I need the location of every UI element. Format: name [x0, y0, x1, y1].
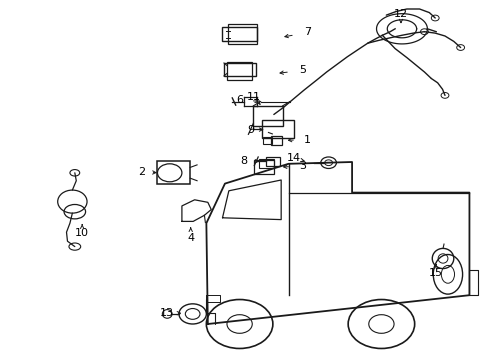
- Bar: [227, 62, 251, 80]
- Bar: [265, 157, 280, 166]
- Bar: [223, 63, 255, 76]
- Text: 5: 5: [299, 65, 306, 75]
- Bar: [253, 160, 274, 174]
- Text: 7: 7: [304, 27, 311, 37]
- Bar: [228, 24, 256, 44]
- Bar: [253, 106, 282, 126]
- Text: 14: 14: [286, 153, 300, 163]
- Text: 6: 6: [236, 95, 243, 105]
- Bar: [262, 120, 293, 138]
- Text: 13: 13: [160, 308, 174, 318]
- Text: 1: 1: [303, 135, 310, 145]
- Text: 3: 3: [298, 161, 305, 171]
- Bar: [222, 27, 257, 41]
- Bar: [263, 137, 271, 144]
- Text: 2: 2: [138, 167, 145, 177]
- Text: 9: 9: [246, 125, 253, 135]
- Text: 15: 15: [428, 268, 442, 278]
- Text: 4: 4: [187, 233, 194, 243]
- Text: 11: 11: [247, 92, 261, 102]
- Text: 12: 12: [393, 9, 407, 19]
- Bar: [259, 159, 273, 168]
- Bar: [157, 161, 190, 184]
- Bar: [270, 136, 281, 145]
- Text: 8: 8: [240, 156, 246, 166]
- Text: 10: 10: [75, 228, 89, 238]
